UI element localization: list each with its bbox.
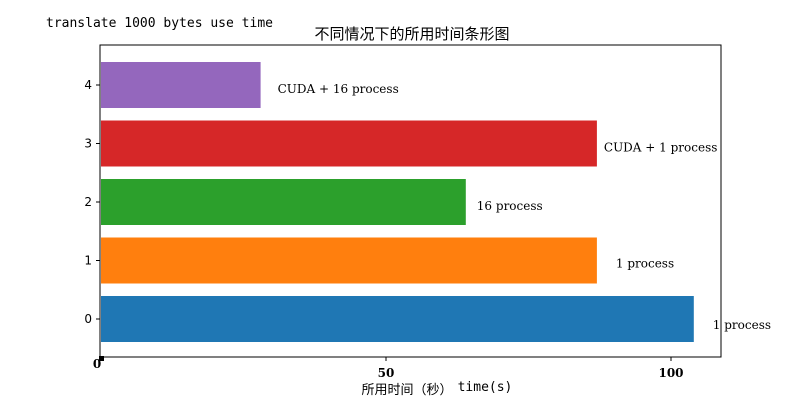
bars-group: 1 process 1 process 16 process CUDA + 1 pro… [101,62,771,342]
y-tick-label-2: 2 [84,195,92,209]
bar-label-3: CUDA + 1 process [604,141,718,155]
x-tick-label-2: 100 [658,366,683,380]
plot-area [99,44,722,358]
bar-label-2: 16 process [477,199,543,213]
bar-label-1: 1 process [616,257,674,271]
y-tick-label-3: 3 [84,137,92,151]
bar-1 [101,237,597,284]
x-tick-label-0: 0 [93,357,101,371]
x-tick-label-1: 50 [378,366,395,380]
bar-4 [101,62,261,108]
y-tick-label-0: 0 [84,312,92,326]
y-tick-label-1: 1 [84,254,92,268]
y-axis: 0 1 2 3 4 [84,78,100,326]
bar-0 [101,296,694,342]
x-axis: 0 50 100 [93,356,684,380]
bar-label-0: 1 process [713,318,771,332]
chart-note: translate 1000 bytes use time [46,16,273,31]
y-tick-label-4: 4 [84,78,92,92]
x-axis-label-en: time(s) [458,380,513,395]
chart-title: 不同情况下的所用时间条形图 [314,25,509,43]
bar-label-4: CUDA + 16 process [278,82,399,96]
bar-2 [101,179,466,225]
origin-marker [99,356,104,361]
bar-3 [101,120,597,167]
x-axis-label-cn: 所用时间（秒） [361,383,452,398]
